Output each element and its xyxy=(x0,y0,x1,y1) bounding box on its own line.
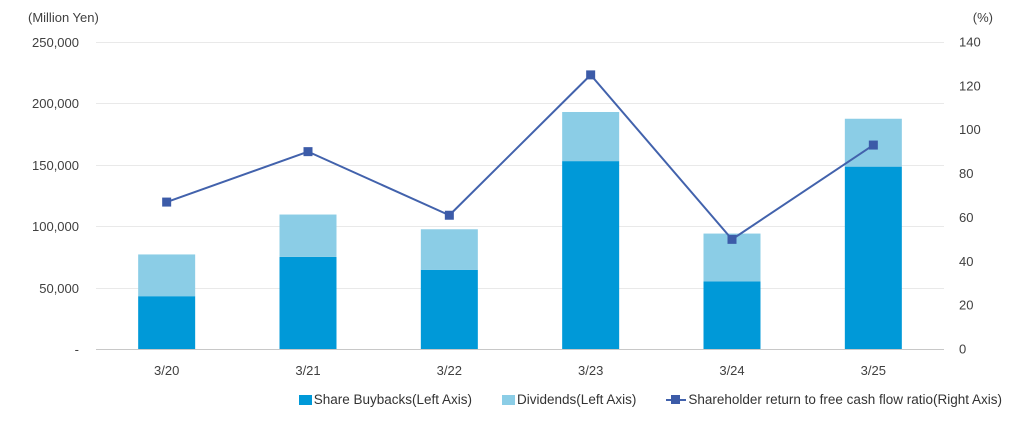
legend-item-dividends: Dividends(Left Axis) xyxy=(502,392,636,407)
legend-label-share-buybacks: Share Buybacks(Left Axis) xyxy=(313,392,473,407)
legend-item-share-buybacks: Share Buybacks(Left Axis) xyxy=(298,392,473,407)
dividends-bar-segment xyxy=(138,254,196,297)
plot-area: 250,000 200,000 150,000 100,000 50,000 - 140 12… xyxy=(32,35,981,379)
share-buybacks-bar-segment xyxy=(844,166,902,349)
dividends-bar-segment xyxy=(279,214,337,257)
x-axis-tick-label: 3/20 xyxy=(154,363,179,378)
share-buybacks-bar-segment xyxy=(279,256,337,349)
ratio-line-point xyxy=(586,70,596,80)
share-buybacks-swatch-icon xyxy=(298,394,312,405)
right-axis-tick-label: 120 xyxy=(959,78,981,93)
x-axis-tick-label: 3/23 xyxy=(578,363,603,378)
dividends-bar-segment xyxy=(420,229,478,270)
legend-label-dividends: Dividends(Left Axis) xyxy=(517,392,637,407)
x-axis-tick-label: 3/24 xyxy=(719,363,744,378)
dividends-bar-segment xyxy=(562,111,620,162)
left-axis-tick-label: 100,000 xyxy=(32,219,79,234)
legend: Share Buybacks(Left Axis) Dividends(Left… xyxy=(298,392,1002,407)
ratio-line-point xyxy=(727,234,737,244)
right-axis-tick-label: 80 xyxy=(959,166,973,181)
left-axis-tick-label: 50,000 xyxy=(39,281,79,296)
ratio-line-marker-icon xyxy=(666,395,687,404)
x-axis-tick-label: 3/22 xyxy=(437,363,462,378)
share-buybacks-bar-segment xyxy=(562,161,620,349)
x-axis-tick-label: 3/21 xyxy=(295,363,320,378)
left-axis-unit-label: (Million Yen) xyxy=(28,10,99,25)
legend-label-ratio: Shareholder return to free cash flow rat… xyxy=(688,392,1002,407)
left-axis-tick-label: 200,000 xyxy=(32,96,79,111)
ratio-line xyxy=(166,73,874,241)
right-axis-tick-label: 100 xyxy=(959,122,981,137)
ratio-line-point xyxy=(444,210,454,220)
right-axis-tick-label: 0 xyxy=(959,342,966,357)
legend-item-ratio: Shareholder return to free cash flow rat… xyxy=(666,392,1002,407)
ratio-line-point xyxy=(868,140,878,150)
share-buybacks-bar-segment xyxy=(703,281,761,349)
share-buybacks-bar-segment xyxy=(420,269,478,349)
right-axis-tick-label: 40 xyxy=(959,254,973,269)
share-buybacks-bar-segment xyxy=(138,296,196,349)
x-axis-tick-label: 3/25 xyxy=(861,363,886,378)
right-axis-tick-label: 20 xyxy=(959,298,973,313)
ratio-line-point xyxy=(303,147,313,157)
right-axis-tick-label: 60 xyxy=(959,210,973,225)
ratio-line-point xyxy=(162,197,172,207)
left-axis-tick-label: 250,000 xyxy=(32,35,79,50)
left-axis-tick-label: - xyxy=(75,342,79,357)
left-axis-tick-label: 150,000 xyxy=(32,158,79,173)
right-axis-unit-label: (%) xyxy=(972,10,993,25)
right-axis-tick-label: 140 xyxy=(959,35,981,50)
dividends-swatch-icon xyxy=(502,394,516,405)
